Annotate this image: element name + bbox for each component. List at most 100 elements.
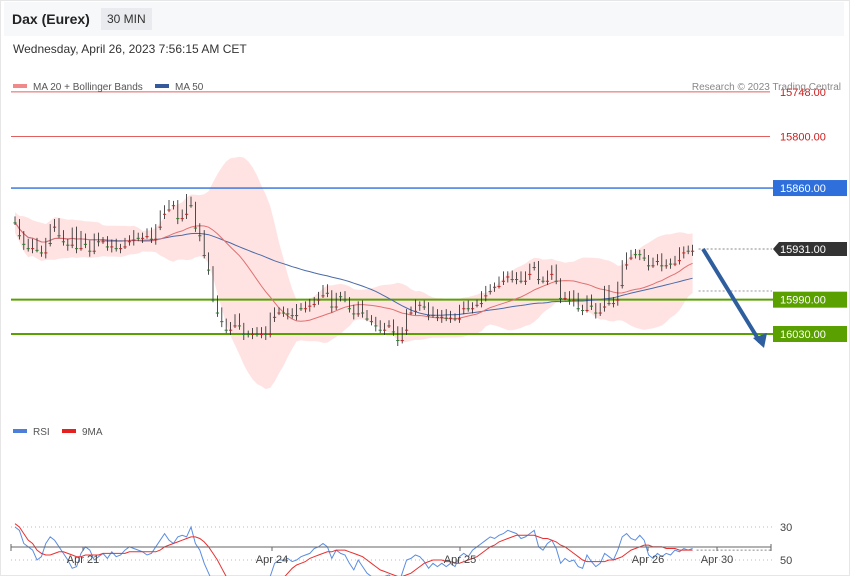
price-legend-label-1: MA 50 (175, 82, 204, 93)
candle-body (532, 267, 536, 269)
candle-body (669, 263, 673, 265)
candle-body (17, 235, 21, 237)
candle-body (158, 226, 162, 228)
candle-body (277, 312, 281, 314)
candle-body (418, 304, 422, 306)
candle-body (607, 303, 611, 305)
candle-body (88, 250, 92, 252)
candle-body (123, 246, 127, 248)
candle-body (163, 213, 167, 215)
candle-body (70, 244, 74, 246)
candle-body (22, 243, 26, 245)
candle-body (299, 308, 303, 310)
rsi-tick-2: 30 (780, 522, 792, 534)
x-tick-label-3: Apr 26 (632, 554, 664, 566)
candle-body (171, 205, 175, 207)
candle-body (629, 257, 633, 259)
candle-body (462, 308, 466, 310)
x-tick-label-4: Apr 30 (701, 554, 733, 566)
x-tick-label-2: Apr 25 (444, 554, 476, 566)
candle-body (369, 321, 373, 323)
candle-body (449, 317, 453, 319)
candle-body (479, 303, 483, 305)
candle-body (295, 315, 299, 317)
candle-body (396, 340, 400, 342)
candle-body (400, 340, 404, 342)
candle-body (484, 295, 488, 297)
candle-body (501, 280, 505, 282)
candle-body (365, 318, 369, 320)
candle-body (114, 248, 118, 250)
candle-body (620, 285, 624, 287)
candle-body (603, 306, 607, 308)
candle-body (264, 334, 268, 335)
candle-body (633, 254, 637, 256)
rsi-ma-line (14, 523, 693, 576)
candle-body (233, 325, 237, 327)
candle-body (391, 331, 395, 333)
candle-body (589, 305, 593, 307)
candle-body (515, 279, 519, 281)
candle-body (488, 291, 492, 293)
candle-body (286, 313, 290, 315)
candle-body (422, 306, 426, 308)
candle-body (312, 303, 316, 305)
candle-body (119, 248, 123, 250)
support-label-4: 15800.00 (780, 132, 826, 144)
candle-body (92, 250, 96, 252)
candle-body (13, 222, 17, 224)
candle-body (154, 238, 158, 240)
candle-body (189, 205, 193, 207)
candle-body (528, 273, 532, 275)
candle-body (343, 299, 347, 301)
pivot-label: 15860.00 (780, 183, 826, 195)
candle-body (616, 299, 620, 301)
resistance-label-1: 15990.00 (780, 295, 826, 307)
candle-body (220, 321, 224, 323)
candle-body (387, 325, 391, 327)
candle-body (523, 280, 527, 282)
candle-body (642, 257, 646, 259)
candle-body (145, 236, 149, 238)
candle-body (506, 276, 510, 278)
candle-body (317, 299, 321, 301)
candle-body (66, 244, 70, 246)
current-price-label: 15931.00 (780, 244, 826, 256)
candle-body (361, 312, 365, 314)
candle-body (453, 318, 457, 320)
candle-body (466, 308, 470, 310)
candle-body (655, 261, 659, 263)
candle-body (660, 265, 664, 267)
candle-body (308, 305, 312, 307)
candle-body (440, 316, 444, 318)
candle-body (290, 315, 294, 317)
candle-body (413, 310, 417, 312)
candle-body (554, 280, 558, 282)
candle-body (83, 243, 87, 245)
candle-body (229, 329, 233, 331)
candle-body (132, 239, 136, 241)
bollinger-band-fill (15, 156, 693, 390)
credit-text: Research © 2023 Trading Central (692, 82, 841, 93)
candle-body (167, 209, 171, 211)
resistance-tag-0 (773, 326, 847, 342)
instrument-title: Dax (Eurex) (12, 11, 90, 27)
candle-body (110, 246, 114, 248)
price-legend-swatch-0 (13, 84, 27, 88)
candle-body (215, 312, 219, 314)
candle-body (471, 308, 475, 310)
rsi-legend-label-0: RSI (33, 427, 50, 438)
resistance-label-0: 16030.00 (780, 329, 826, 341)
candle-body (691, 250, 695, 252)
candle-body (330, 306, 334, 308)
support-label-5: 15748.00 (780, 87, 826, 99)
candle-body (255, 334, 259, 335)
candle-body (339, 296, 343, 298)
candle-body (598, 312, 602, 314)
candle-body (75, 248, 79, 250)
timeframe-badge[interactable]: 30 MIN (101, 8, 152, 30)
rsi-legend-swatch-0 (13, 429, 27, 433)
candle-body (198, 235, 202, 237)
candle-body (572, 300, 576, 302)
candle-body (53, 226, 57, 228)
